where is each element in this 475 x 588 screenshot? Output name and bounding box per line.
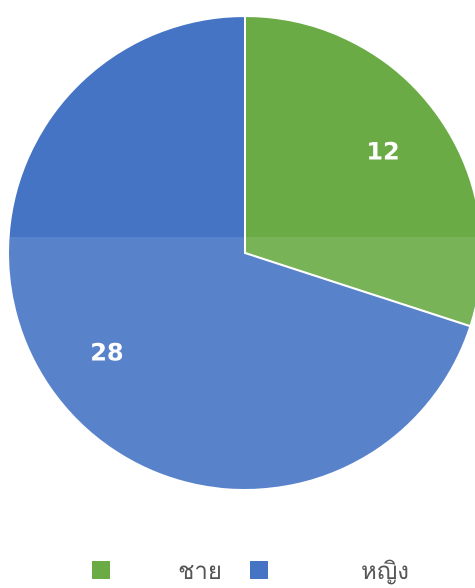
data-label: 12 xyxy=(366,138,399,166)
data-label: 28 xyxy=(90,338,123,366)
legend-swatch xyxy=(250,561,268,579)
legend-swatch xyxy=(92,561,110,579)
legend-label: ชาย xyxy=(178,557,222,585)
pie-slice xyxy=(244,14,475,328)
tint xyxy=(0,237,475,497)
pie-slice xyxy=(7,14,472,491)
legend-label: หญิง xyxy=(361,557,409,585)
